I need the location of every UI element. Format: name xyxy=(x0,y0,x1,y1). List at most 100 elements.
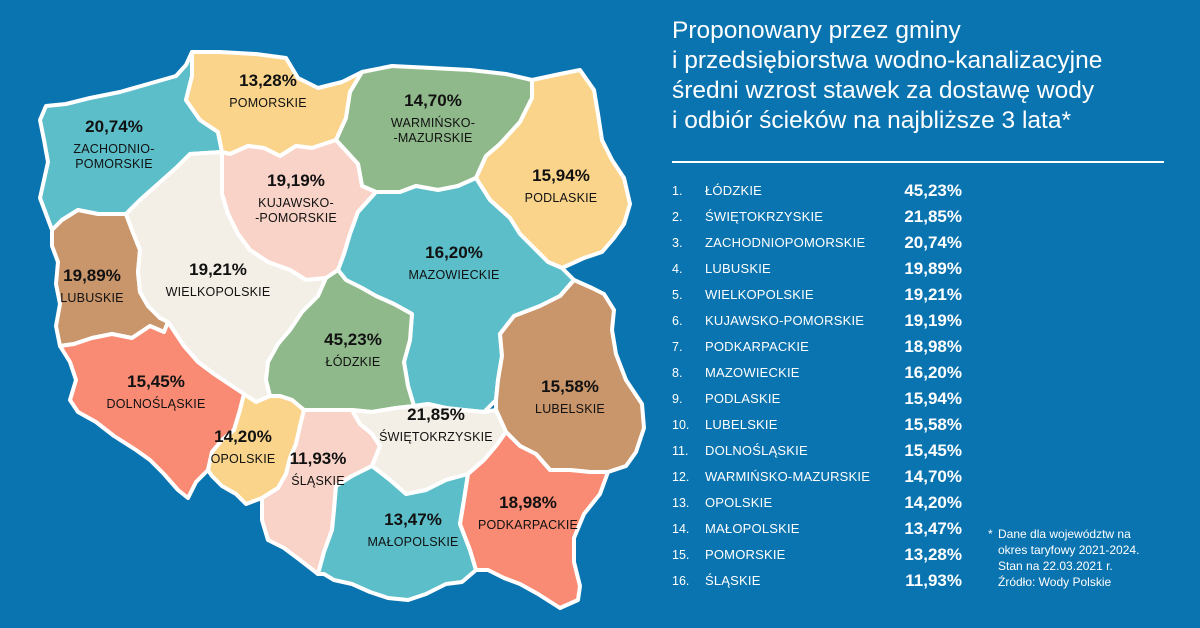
region-value-zachodniopomorskie: 20,74% xyxy=(85,117,143,136)
ranking-value: 18,98% xyxy=(904,337,962,356)
ranking-row: 11. DOLNOŚLĄSKIE 15,45% xyxy=(672,438,962,464)
ranking-region-name: LUBELSKIE xyxy=(705,417,778,432)
ranking-rank: 6. xyxy=(672,314,683,328)
region-name-swietokrzyskie: ŚWIĘTOKRZYSKIE xyxy=(379,429,493,444)
ranking-row: 13. OPOLSKIE 14,20% xyxy=(672,490,962,516)
ranking-region-name: POMORSKIE xyxy=(705,547,786,562)
ranking-value: 20,74% xyxy=(904,233,962,252)
ranking-value: 15,94% xyxy=(904,389,962,408)
ranking-region-name: OPOLSKIE xyxy=(705,495,773,510)
ranking-row: 14. MAŁOPOLSKIE 13,47% xyxy=(672,516,962,542)
ranking-row: 10. LUBELSKIE 15,58% xyxy=(672,412,962,438)
footnote-line: Stan na 22.03.2021 r. xyxy=(998,559,1113,573)
ranking-row: 2. ŚWIĘTOKRZYSKIE 21,85% xyxy=(672,204,962,230)
ranking-rank: 13. xyxy=(672,496,690,510)
ranking-value: 19,19% xyxy=(904,311,962,330)
ranking-rank: 8. xyxy=(672,366,683,380)
title-line: Proponowany przez gminy xyxy=(672,17,961,44)
region-value-lodzkie: 45,23% xyxy=(324,330,382,349)
ranking-region-name: ZACHODNIOPOMORSKIE xyxy=(705,235,866,250)
region-value-pomorskie: 13,28% xyxy=(239,71,297,90)
region-name-lubuskie: LUBUSKIE xyxy=(60,291,123,305)
ranking-rank: 7. xyxy=(672,340,683,354)
region-value-mazowieckie: 16,20% xyxy=(425,243,483,262)
ranking-row: 15. POMORSKIE 13,28% xyxy=(672,542,962,568)
ranking-value: 19,21% xyxy=(904,285,962,304)
ranking-region-name: WIELKOPOLSKIE xyxy=(705,287,814,302)
ranking-rank: 4. xyxy=(672,262,683,276)
ranking-row: 5. WIELKOPOLSKIE 19,21% xyxy=(672,282,962,308)
region-name-mazowieckie: MAZOWIECKIE xyxy=(408,268,499,282)
ranking-row: 3. ZACHODNIOPOMORSKIE 20,74% xyxy=(672,230,962,256)
ranking-row: 8. MAZOWIECKIE 16,20% xyxy=(672,360,962,386)
ranking-value: 15,45% xyxy=(904,441,962,460)
ranking-region-name: ŚWIĘTOKRZYSKIE xyxy=(705,209,824,224)
footnote-marker: * xyxy=(988,527,993,541)
region-name-slaskie: ŚLĄSKIE xyxy=(291,473,345,488)
region-malopolskie xyxy=(316,464,478,602)
ranking-rank: 10. xyxy=(672,418,690,432)
region-name-warminsko_mazurskie: WARMIŃSKO- xyxy=(391,115,475,130)
ranking-region-name: PODLASKIE xyxy=(705,391,781,406)
ranking-region-name: MAŁOPOLSKIE xyxy=(705,521,800,536)
ranking-row: 16. ŚLĄSKIE 11,93% xyxy=(672,568,962,594)
title-divider xyxy=(672,161,1164,163)
ranking-value: 11,93% xyxy=(905,571,962,590)
region-name-lubelskie: LUBELSKIE xyxy=(535,402,605,416)
ranking-rank: 9. xyxy=(672,392,683,406)
region-value-slaskie: 11,93% xyxy=(290,449,347,468)
region-lubelskie xyxy=(494,278,646,474)
ranking-value: 13,28% xyxy=(904,545,962,564)
ranking-value: 14,70% xyxy=(904,467,962,486)
region-name-lodzkie: ŁÓDZKIE xyxy=(326,354,381,369)
region-name-zachodniopomorskie: ZACHODNIO- xyxy=(73,142,154,156)
ranking-rank: 12. xyxy=(672,470,690,484)
title-line: średni wzrost stawek za dostawę wody xyxy=(672,77,1095,104)
ranking-row: 4. LUBUSKIE 19,89% xyxy=(672,256,962,282)
ranking-rank: 11. xyxy=(672,444,689,458)
ranking-rank: 2. xyxy=(672,210,683,224)
ranking-value: 16,20% xyxy=(904,363,962,382)
ranking-row: 6. KUJAWSKO-POMORSKIE 19,19% xyxy=(672,308,962,334)
ranking-value: 45,23% xyxy=(904,181,962,200)
region-value-lubuskie: 19,89% xyxy=(63,266,121,285)
ranking-value: 21,85% xyxy=(904,207,962,226)
region-name-kujawsko_pomorskie: -POMORSKIE xyxy=(255,211,337,225)
ranking-region-name: KUJAWSKO-POMORSKIE xyxy=(705,313,865,328)
ranking-rank: 5. xyxy=(672,288,683,302)
region-name-podlaskie: PODLASKIE xyxy=(525,191,598,205)
title-line: i przedsiębiorstwa wodno-kanalizacyjne xyxy=(672,47,1103,74)
ranking-value: 15,58% xyxy=(904,415,962,434)
ranking-rank: 14. xyxy=(672,522,690,536)
ranking-region-name: MAZOWIECKIE xyxy=(705,365,800,380)
ranking-row: 7. PODKARPACKIE 18,98% xyxy=(672,334,962,360)
infographic-title: Proponowany przez gminy i przedsiębiorst… xyxy=(672,16,1182,136)
ranking-rank: 15. xyxy=(672,548,690,562)
ranking-value: 19,89% xyxy=(904,259,962,278)
region-value-wielkopolskie: 19,21% xyxy=(189,260,247,279)
region-value-malopolskie: 13,47% xyxy=(384,510,442,529)
region-value-podkarpackie: 18,98% xyxy=(499,493,557,512)
ranking-row: 9. PODLASKIE 15,94% xyxy=(672,386,962,412)
poland-map: 20,74%ZACHODNIO-POMORSKIE13,28%POMORSKIE… xyxy=(38,50,646,610)
region-name-podkarpackie: PODKARPACKIE xyxy=(478,518,578,532)
region-value-swietokrzyskie: 21,85% xyxy=(407,405,465,424)
region-value-lubelskie: 15,58% xyxy=(541,377,599,396)
ranking-row: 12. WARMIŃSKO-MAZURSKIE 14,70% xyxy=(672,464,962,490)
region-name-kujawsko_pomorskie: KUJAWSKO- xyxy=(258,196,334,210)
region-value-kujawsko_pomorskie: 19,19% xyxy=(267,171,325,190)
region-name-zachodniopomorskie: POMORSKIE xyxy=(75,157,153,171)
ranking-region-name: ŁÓDZKIE xyxy=(705,183,763,198)
ranking-region-name: ŚLĄSKIE xyxy=(705,573,761,588)
ranking-value: 13,47% xyxy=(904,519,962,538)
region-name-pomorskie: POMORSKIE xyxy=(229,96,307,110)
footnote: * Dane dla województw na okres taryfowy … xyxy=(988,526,1198,590)
ranking-region-name: DOLNOŚLĄSKIE xyxy=(705,443,808,458)
ranking-rank: 16. xyxy=(672,574,690,588)
title-line: i odbiór ścieków na najbliższe 3 lata* xyxy=(672,107,1072,134)
ranking-value: 14,20% xyxy=(904,493,962,512)
footnote-line: Dane dla województw na xyxy=(998,527,1131,541)
region-name-warminsko_mazurskie: -MAZURSKIE xyxy=(393,131,472,145)
region-podkarpackie xyxy=(458,430,610,610)
region-value-warminsko_mazurskie: 14,70% xyxy=(404,91,462,110)
